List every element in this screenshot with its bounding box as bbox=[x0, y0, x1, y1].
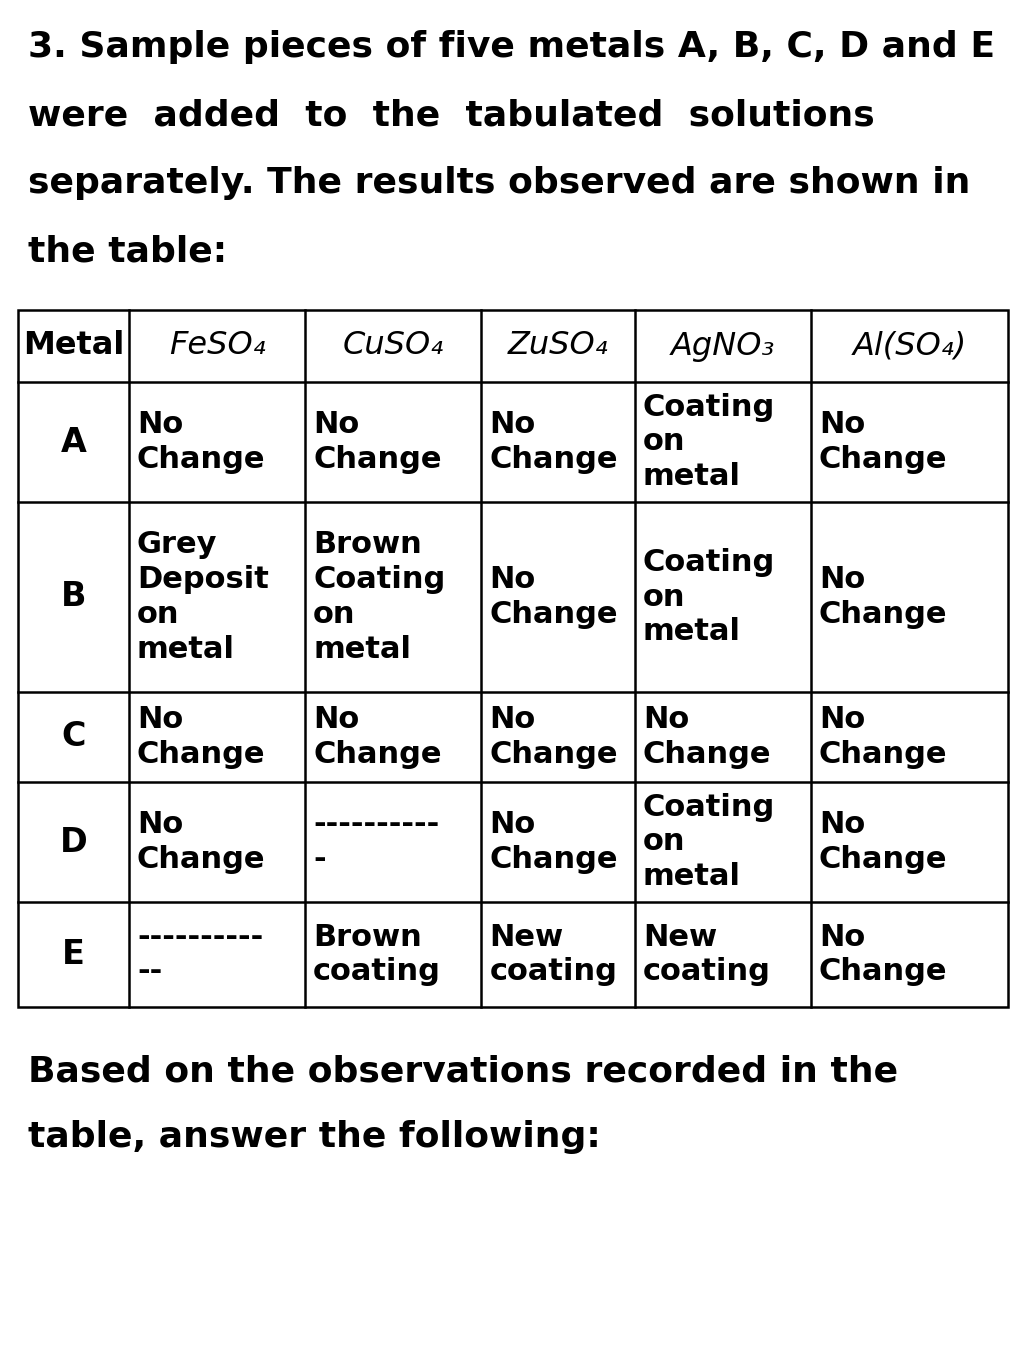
Text: Brown
coating: Brown coating bbox=[313, 922, 441, 987]
Text: No
Change: No Change bbox=[489, 810, 617, 873]
Text: No
Change: No Change bbox=[137, 706, 265, 769]
Text: Based on the observations recorded in the: Based on the observations recorded in th… bbox=[28, 1055, 898, 1088]
Text: C: C bbox=[61, 721, 86, 753]
Text: Grey
Deposit
on
metal: Grey Deposit on metal bbox=[137, 530, 268, 664]
Text: No
Change: No Change bbox=[313, 706, 441, 769]
Text: New
coating: New coating bbox=[489, 922, 617, 987]
Text: CuSO₄: CuSO₄ bbox=[343, 330, 443, 361]
Text: separately. The results observed are shown in: separately. The results observed are sho… bbox=[28, 166, 971, 200]
Text: A: A bbox=[60, 426, 86, 458]
Text: No
Change: No Change bbox=[819, 810, 947, 873]
Text: FeSO₄: FeSO₄ bbox=[169, 330, 265, 361]
Text: No
Change: No Change bbox=[489, 565, 617, 629]
Text: No
Change: No Change bbox=[819, 922, 947, 987]
Text: ----------
--: ---------- -- bbox=[137, 922, 263, 987]
Text: the table:: the table: bbox=[28, 234, 227, 268]
Text: No
Change: No Change bbox=[643, 706, 771, 769]
Text: No
Change: No Change bbox=[489, 706, 617, 769]
Text: No
Change: No Change bbox=[819, 410, 947, 473]
Bar bbox=[18, 310, 1008, 1007]
Text: No
Change: No Change bbox=[137, 810, 265, 873]
Text: No
Change: No Change bbox=[819, 565, 947, 629]
Text: ----------
-: ---------- - bbox=[313, 810, 439, 873]
Text: New
coating: New coating bbox=[643, 922, 771, 987]
Text: Al(SO₄): Al(SO₄) bbox=[852, 330, 967, 361]
Text: Coating
on
metal: Coating on metal bbox=[643, 548, 775, 646]
Text: AgNO₃: AgNO₃ bbox=[671, 330, 775, 361]
Text: No
Change: No Change bbox=[137, 410, 265, 473]
Text: were  added  to  the  tabulated  solutions: were added to the tabulated solutions bbox=[28, 97, 874, 132]
Text: ZuSO₄: ZuSO₄ bbox=[508, 330, 608, 361]
Text: Coating
on
metal: Coating on metal bbox=[643, 392, 775, 491]
Text: table, answer the following:: table, answer the following: bbox=[28, 1119, 601, 1155]
Text: D: D bbox=[59, 826, 87, 859]
Text: No
Change: No Change bbox=[313, 410, 441, 473]
Text: Metal: Metal bbox=[23, 330, 124, 361]
Text: 3. Sample pieces of five metals A, B, C, D and E: 3. Sample pieces of five metals A, B, C,… bbox=[28, 30, 995, 64]
Text: B: B bbox=[60, 580, 86, 614]
Text: No
Change: No Change bbox=[819, 706, 947, 769]
Text: Coating
on
metal: Coating on metal bbox=[643, 792, 775, 891]
Text: Brown
Coating
on
metal: Brown Coating on metal bbox=[313, 530, 445, 664]
Text: No
Change: No Change bbox=[489, 410, 617, 473]
Text: E: E bbox=[62, 938, 85, 971]
